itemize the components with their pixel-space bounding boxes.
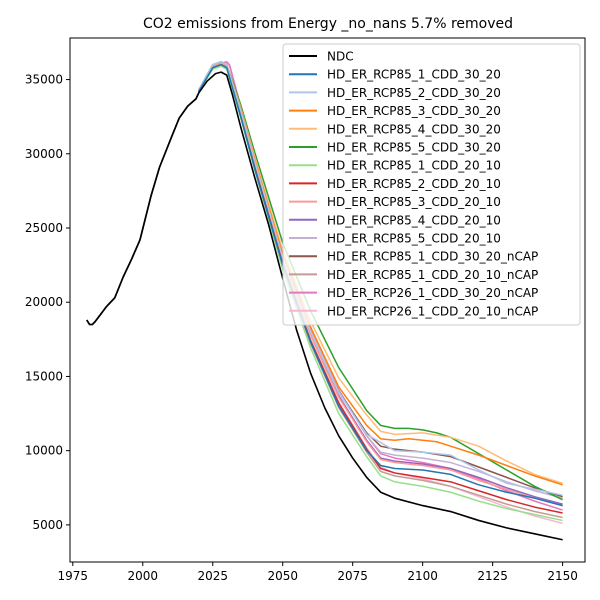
y-tick-label: 30000 [25, 147, 63, 161]
legend-label: HD_ER_RCP26_1_CDD_20_10_nCAP [327, 304, 538, 318]
legend-label: HD_ER_RCP85_3_CDD_30_20 [327, 104, 501, 118]
legend-label: HD_ER_RCP85_4_CDD_20_10 [327, 213, 501, 227]
legend-label: HD_ER_RCP85_3_CDD_20_10 [327, 195, 501, 209]
y-tick-label: 20000 [25, 295, 63, 309]
legend: NDC HD_ER_RCP85_1_CDD_30_20 HD_ER_RCP85_2_… [282, 43, 581, 326]
y-tick-label: 5000 [32, 518, 63, 532]
x-tick-label: 2100 [407, 569, 438, 583]
x-tick-label: 2150 [547, 569, 578, 583]
x-tick-label: 2050 [267, 569, 298, 583]
legend-label: HD_ER_RCP85_1_CDD_30_20 [327, 68, 501, 82]
y-tick-label: 25000 [25, 221, 63, 235]
x-tick-label: 2075 [337, 569, 368, 583]
x-axis: 1975 2000 2025 2050 2075 2100 2125 2150 [58, 562, 578, 583]
y-tick-label: 35000 [25, 73, 63, 87]
legend-label: NDC [327, 50, 354, 64]
plot-area-frame [69, 37, 586, 563]
x-tick-label: 2000 [127, 569, 158, 583]
plot-lines [86, 61, 563, 541]
legend-label: HD_ER_RCP85_1_CDD_20_10_nCAP [327, 268, 538, 282]
series-line-NDC [86, 71, 563, 541]
x-tick-label: 2025 [197, 569, 228, 583]
legend-label: HD_ER_RCP26_1_CDD_30_20_nCAP [327, 286, 538, 300]
y-tick-label: 15000 [25, 369, 63, 383]
legend-label: HD_ER_RCP85_5_CDD_20_10 [327, 232, 501, 246]
legend-label: HD_ER_RCP85_5_CDD_30_20 [327, 141, 501, 155]
y-tick-label: 10000 [25, 444, 63, 458]
legend-box [282, 43, 581, 326]
x-tick-label: 2125 [477, 569, 508, 583]
x-tick-label: 1975 [58, 569, 89, 583]
y-axis: 5000 10000 15000 20000 25000 30000 35000 [25, 73, 70, 532]
chart-title: CO2 emissions from Energy _no_nans 5.7% … [143, 16, 513, 32]
legend-label: HD_ER_RCP85_1_CDD_30_20_nCAP [327, 250, 538, 264]
legend-label: HD_ER_RCP85_4_CDD_30_20 [327, 122, 501, 136]
legend-label: HD_ER_RCP85_1_CDD_20_10 [327, 159, 501, 173]
legend-label: HD_ER_RCP85_2_CDD_20_10 [327, 177, 501, 191]
legend-label: HD_ER_RCP85_2_CDD_30_20 [327, 86, 501, 100]
